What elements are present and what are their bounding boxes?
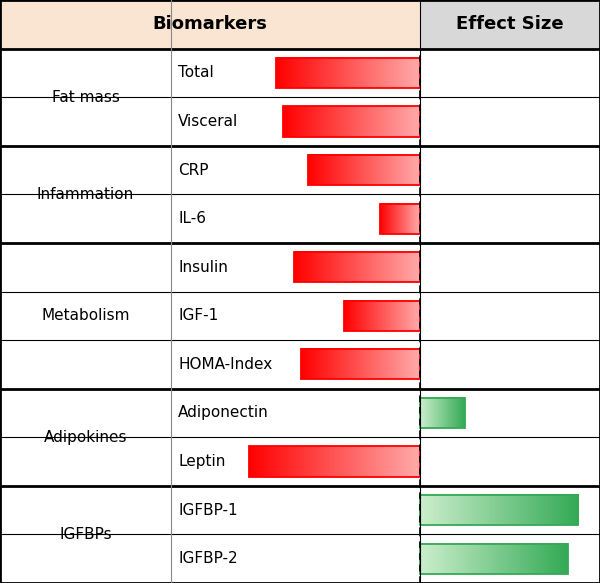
Text: Visceral: Visceral bbox=[178, 114, 238, 129]
Bar bbox=[420, 0, 600, 48]
Text: Leptin: Leptin bbox=[178, 454, 226, 469]
Text: HOMA-Index: HOMA-Index bbox=[178, 357, 272, 372]
Text: Adipokines: Adipokines bbox=[44, 430, 127, 445]
Text: Insulin: Insulin bbox=[178, 259, 228, 275]
Text: Adiponectin: Adiponectin bbox=[178, 405, 269, 420]
Bar bbox=[380, 203, 420, 234]
Text: IGFBP-2: IGFBP-2 bbox=[178, 551, 238, 566]
Text: Total: Total bbox=[178, 65, 214, 80]
Text: IGFBP-1: IGFBP-1 bbox=[178, 503, 238, 518]
Text: Infammation: Infammation bbox=[37, 187, 134, 202]
Bar bbox=[283, 106, 420, 136]
Bar bbox=[0, 0, 600, 48]
Text: Fat mass: Fat mass bbox=[52, 90, 119, 105]
Bar bbox=[294, 252, 420, 282]
Text: CRP: CRP bbox=[178, 163, 209, 178]
Text: Effect Size: Effect Size bbox=[456, 15, 564, 33]
Bar bbox=[420, 543, 568, 574]
Text: Biomarkers: Biomarkers bbox=[152, 15, 268, 33]
Bar bbox=[249, 447, 420, 476]
Text: IGFBPs: IGFBPs bbox=[59, 527, 112, 542]
Text: Metabolism: Metabolism bbox=[41, 308, 130, 324]
Bar bbox=[420, 398, 465, 428]
Bar bbox=[344, 301, 420, 331]
Text: IL-6: IL-6 bbox=[178, 211, 206, 226]
Bar bbox=[276, 58, 420, 88]
Bar bbox=[301, 349, 420, 380]
Bar bbox=[308, 155, 420, 185]
Text: IGF-1: IGF-1 bbox=[178, 308, 218, 324]
Bar bbox=[420, 495, 578, 525]
